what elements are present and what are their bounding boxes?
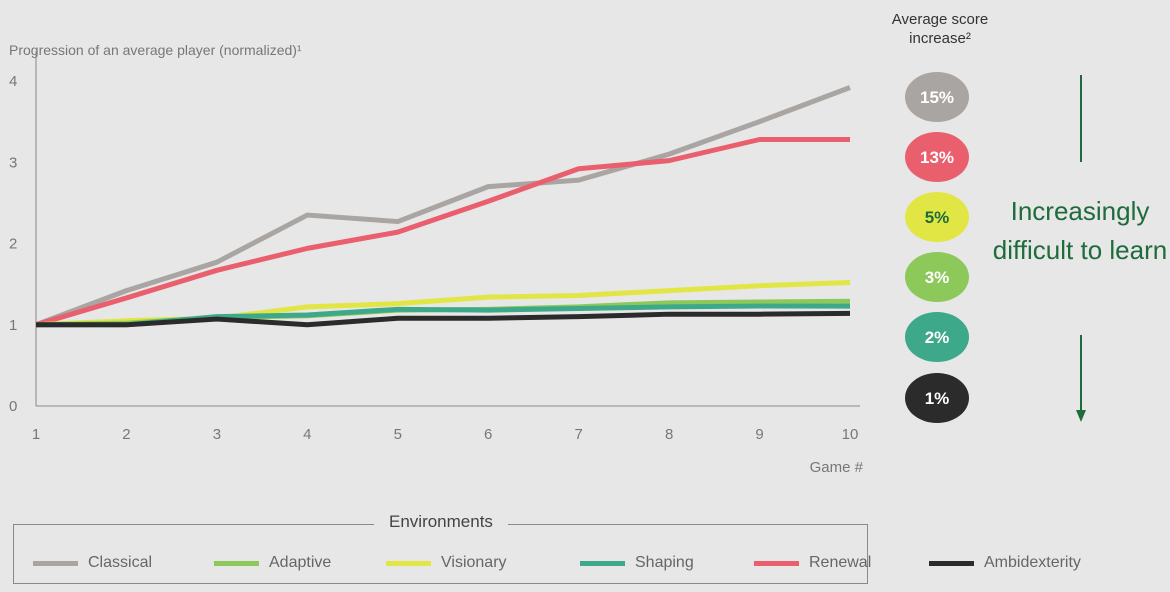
x-tick-label: 6 [484,426,492,443]
legend-label: Ambidexterity [984,554,1081,571]
y-tick-label: 3 [9,154,17,171]
series-line-classical [35,85,851,328]
badge-visionary [905,192,969,242]
legend-item-ambidexterity: Ambidexterity [929,554,1081,572]
x-tick-label: 8 [665,426,673,443]
arrow-down-icon [1076,410,1086,422]
badge-renewal [905,132,969,182]
x-axis-title: Game # [810,459,864,476]
chart-subtitle: Progression of an average player (normal… [9,42,302,58]
score-badges: 15% 13% 5% 3% 2% 1% [905,72,969,423]
series-line-ambidexterity [36,310,851,328]
y-tick-label: 0 [9,398,17,415]
x-tick-label: 7 [574,426,582,443]
legend-swatch [33,560,78,566]
legend-label: Renewal [809,554,872,571]
legend-label: Shaping [635,554,694,571]
badge-classical [905,72,969,122]
series-line-renewal [35,137,850,328]
legend-item-shaping: Shaping [580,554,694,572]
badge-value: 13% [920,148,954,167]
difficulty-note: Increasingly difficult to learn [992,196,1168,265]
difficulty-arrow [1076,75,1086,422]
legend-label: Visionary [441,554,507,571]
legend-swatch [214,560,259,566]
x-tick-label: 9 [755,426,763,443]
x-tick-label: 10 [842,426,859,443]
legend-item-classical: Classical [33,554,152,572]
legend-swatch [929,560,974,566]
legend-swatch [580,560,625,566]
chart-series-lines [35,85,851,328]
badge-value: 15% [920,88,954,107]
badge-value: 1% [925,389,950,408]
legend-title: Environments [374,512,508,532]
x-tick-label: 5 [394,426,402,443]
legend-swatch [386,560,431,566]
x-tick-label: 1 [32,426,40,443]
legend-label: Adaptive [269,554,332,571]
y-tick-label: 1 [9,317,17,334]
legend-label: Classical [88,554,153,571]
badge-value: 3% [925,268,950,287]
x-tick-label: 4 [303,426,311,443]
badge-ambidexterity [905,373,969,423]
x-tick-label: 2 [122,426,130,443]
average-score-header: Average score increase² [891,11,989,47]
badge-shaping [905,312,969,362]
legend-swatch [754,560,799,566]
y-tick-label: 2 [9,236,17,253]
legend-item-renewal: Renewal [754,554,871,572]
badge-adaptive [905,252,969,302]
badge-value: 2% [925,328,950,347]
legend-item-adaptive: Adaptive [214,554,331,572]
badge-value: 5% [925,208,950,227]
legend-item-visionary: Visionary [386,554,507,572]
y-tick-label: 4 [9,73,17,90]
x-tick-label: 3 [213,426,221,443]
